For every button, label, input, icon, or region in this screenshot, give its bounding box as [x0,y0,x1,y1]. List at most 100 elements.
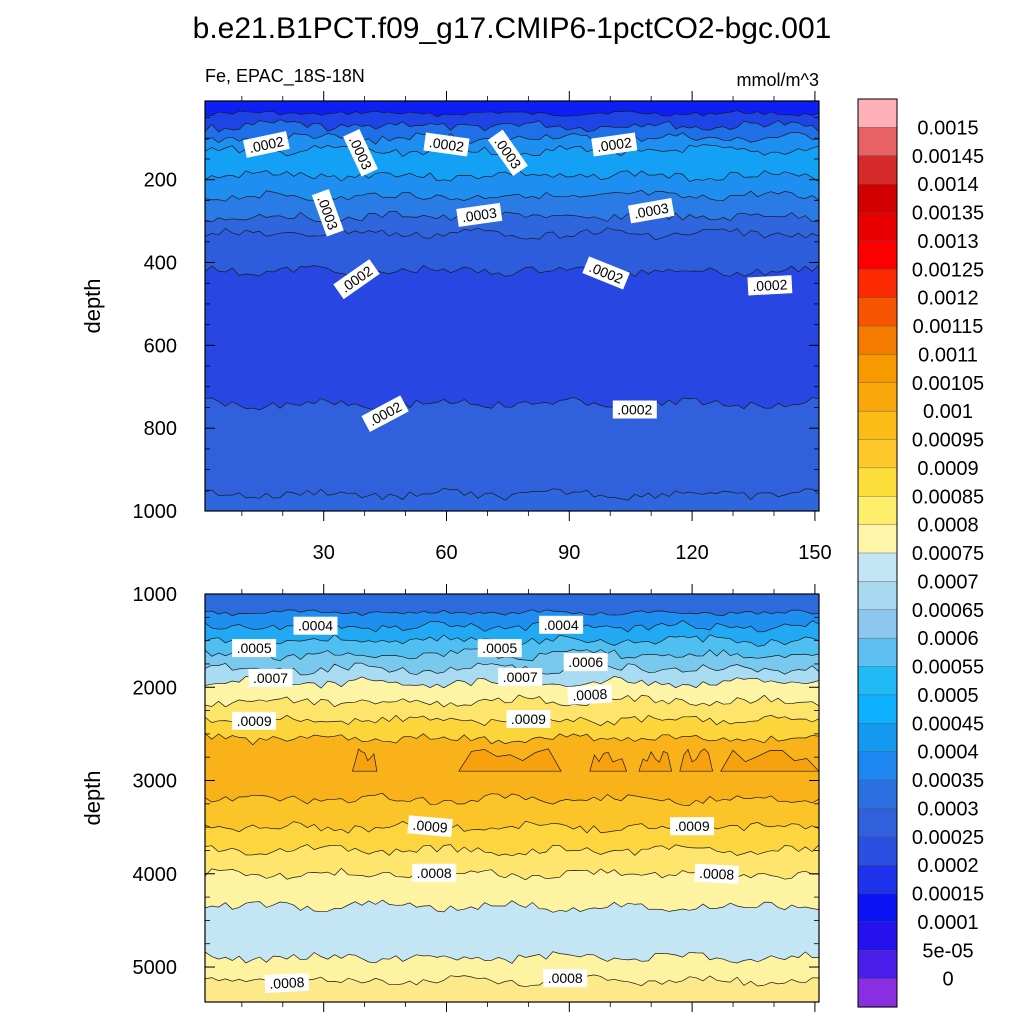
lower-blob-4 [679,748,714,772]
colorbar-label-23: 0.00035 [912,770,984,792]
lower-contour-line-11 [205,820,819,834]
lower-band-13 [205,868,819,913]
lower-contour-line-4 [205,648,819,662]
colorbar-label-22: 0.0004 [917,742,978,764]
lower-ytick-label-3: 4000 [133,864,178,886]
upper-ylabel: depth [80,278,105,333]
colorbar-label-4: 0.0013 [917,231,978,253]
colorbar-swatch-27 [857,864,898,895]
lower-contour-label-14: .0008 [264,972,310,994]
colorbar-label-0: 0.0015 [917,117,978,139]
lower-blob-3 [638,750,673,772]
lower-band-10 [205,793,819,834]
lower-contour-label-box-15 [543,969,588,988]
upper-band-8 [205,227,819,277]
colorbar-label-15: 0.00075 [912,543,984,565]
lower-contour-label-box-1 [539,615,584,634]
colorbar-swatch-12 [857,439,898,469]
upper-plot-frame [204,100,820,512]
upper-panel: .0002.0003.0002.0003.0002.0003.0003.0003… [80,91,832,564]
colorbar-label-7: 0.00115 [913,316,984,338]
upper-contour-label-box-5 [311,189,344,237]
colorbar-label-12: 0.0009 [917,458,978,480]
upper-contour-label-text-6: .0003 [461,205,498,226]
lower-contour-line-15 [205,951,819,964]
lower-contour-label-13: .0008 [694,863,740,884]
colorbar-swatch-2 [857,155,898,185]
colorbar-label-19: 0.00055 [912,657,984,679]
lower-contour-label-text-12: .0008 [417,865,452,881]
upper-contour-label-box-7 [627,198,675,224]
upper-contour-label-box-1 [343,129,378,177]
colorbar-swatch-5 [857,240,898,270]
lower-contour-label-text-11: .0009 [675,818,710,834]
lower-band-14 [205,900,819,964]
upper-contour-line-8 [205,227,819,241]
upper-xtick-label-4: 150 [798,542,831,564]
lower-contour-label-text-8: .0009 [237,713,272,729]
lower-ytick-label-4: 5000 [133,957,178,979]
lower-contour-label-2: .0005 [232,639,277,658]
upper-contour-label-box-8 [333,259,380,300]
chart-title: b.e21.B1PCT.f09_g17.CMIP6-1pctCO2-bgc.00… [193,12,832,45]
lower-contour-label-text-7: .0008 [572,686,608,704]
lower-contour-label-5: .0007 [248,668,293,687]
colorbar-label-29: 5e-05 [922,940,973,962]
lower-contour-label-11: .0009 [670,817,715,836]
lower-contour-label-box-7 [567,684,613,705]
lower-contour-line-7 [205,694,819,708]
colorbar-label-3: 0.00135 [912,203,984,225]
lower-contour-label-box-0 [293,616,338,635]
colorbar-swatch-17 [857,581,898,611]
lower-axes: 1000 2000 3000 4000 5000 [133,584,819,1012]
lower-contour-label-3: .0005 [477,639,522,658]
colorbar-swatch-31 [857,978,898,1008]
upper-contour-label-box-9 [582,256,630,290]
lower-ytick-label-0: 1000 [133,584,178,606]
lower-contour-label-box-8 [232,711,277,730]
colorbar-label-13: 0.00085 [912,486,984,508]
upper-band-9 [205,265,819,410]
lower-contour-line-12 [205,844,819,857]
colorbar: 0.0015 0.00145 0.0014 0.00135 0.0013 0.00125 0… [857,98,984,1008]
lower-contour-label-box-11 [670,817,715,836]
upper-contour-line-7 [205,210,819,223]
lower-blob-0 [351,748,378,772]
upper-contour-label-box-2 [423,132,470,157]
upper-contour-label-box-11 [361,395,409,432]
upper-contour-labels: .0002.0003.0002.0003.0002.0003.0003.0003… [243,129,793,432]
lower-contour-line-10 [205,792,819,806]
lower-band-0 [205,594,819,616]
lower-contour-label-box-14 [264,972,310,994]
colorbar-swatch-18 [857,609,898,639]
upper-xtick-label-2: 90 [558,542,580,564]
colorbar-swatch-20 [857,666,898,696]
colorbar-label-24: 0.0003 [917,798,978,820]
upper-ytick-label-0: 200 [144,170,177,192]
colorbar-swatch-16 [857,552,898,582]
upper-ytick-label-2: 600 [144,335,177,357]
colorbar-swatch-14 [857,496,898,526]
colorbar-swatch-29 [857,921,898,951]
colorbar-label-2: 0.0014 [917,174,978,196]
upper-contour-label-box-4 [591,132,638,157]
colorbar-swatch-19 [857,637,898,668]
lower-ytick-label-2: 3000 [133,771,178,793]
lower-contour-label-text-6: .0007 [503,669,538,685]
colorbar-label-6: 0.0012 [917,288,978,310]
lower-contour-label-box-5 [248,668,293,687]
lower-contour-line-9 [205,733,819,746]
upper-ytick-label-3: 800 [144,418,177,440]
upper-contour-label-10: .0002 [747,275,793,296]
upper-xtick-label-1: 60 [435,542,457,564]
upper-contour-label-text-10: .0002 [752,276,788,294]
lower-contour-label-box-4 [563,653,608,672]
upper-contour-label-5: .0003 [311,189,344,237]
lower-contour-label-text-0: .0004 [298,618,333,634]
lower-contour-line-14 [205,899,819,913]
upper-contour-label-2: .0002 [423,132,470,157]
lower-contour-label-0: .0004 [293,616,338,635]
lower-contour-label-text-4: .0006 [568,654,603,670]
colorbar-swatch-22 [857,723,898,753]
colorbar-swatch-11 [857,410,898,441]
